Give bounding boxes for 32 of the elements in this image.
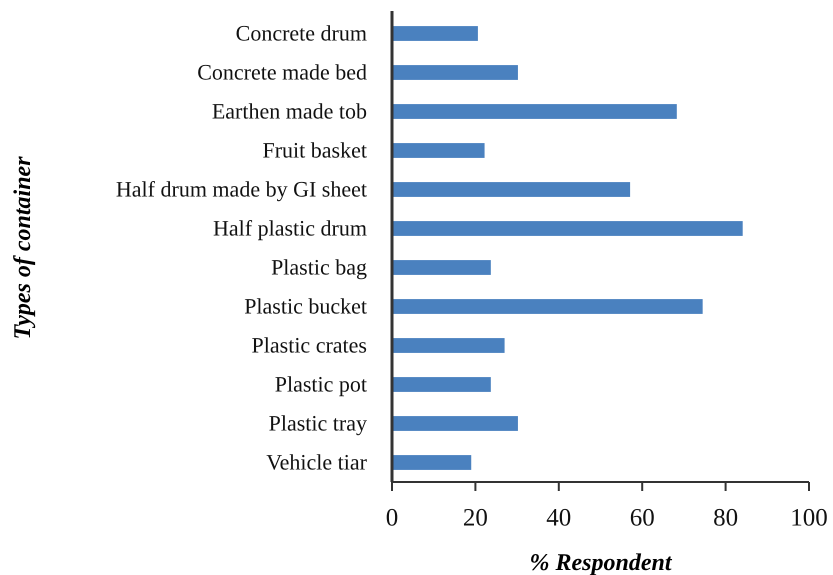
x-tick-label: 60: [630, 504, 655, 532]
bar: [392, 182, 630, 197]
y-tick-label: Plastic tray: [268, 410, 367, 436]
y-tick-label: Plastic bag: [271, 254, 367, 280]
y-tick-label: Fruit basket: [262, 138, 367, 163]
y-tick-label: Half drum made by GI sheet: [116, 176, 367, 202]
x-axis-title: % Respondent: [529, 550, 673, 575]
bar: [392, 416, 518, 431]
y-tick-label: Plastic pot: [274, 372, 367, 397]
bar: [392, 377, 491, 392]
bar: [392, 26, 478, 41]
bar: [392, 260, 491, 275]
bar: [392, 104, 677, 119]
y-tick-label: Vehicle tiar: [266, 450, 368, 475]
x-tick-label: 80: [713, 504, 738, 532]
bar: [392, 65, 518, 80]
x-tick-label: 40: [546, 504, 572, 532]
y-tick-label: Plastic crates: [252, 332, 367, 358]
x-tick-label: 0: [386, 504, 398, 532]
y-tick-label: Plastic bucket: [244, 294, 367, 319]
bar: [392, 455, 472, 470]
bar: [392, 221, 743, 236]
bar: [392, 299, 703, 314]
y-tick-label: Concrete drum: [236, 20, 367, 46]
x-tick-label: 20: [462, 504, 488, 532]
y-axis-title: Types of container: [10, 156, 36, 340]
bar: [392, 338, 505, 353]
x-tick-label: 100: [790, 504, 828, 532]
y-tick-label: Concrete made bed: [197, 60, 367, 85]
y-tick-label: Earthen made tob: [212, 98, 367, 124]
y-tick-label: Half plastic drum: [213, 216, 367, 241]
bar: [392, 143, 485, 158]
